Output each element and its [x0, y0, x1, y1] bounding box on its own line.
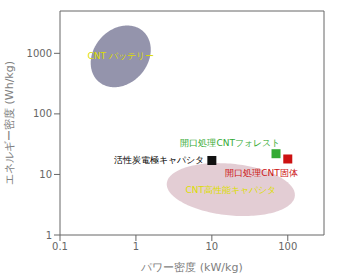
svg-text:パワー密度 (kW/kg): パワー密度 (kW/kg)	[140, 261, 242, 274]
svg-text:CNT バッテリー: CNT バッテリー	[88, 51, 154, 61]
svg-text:100: 100	[33, 108, 52, 119]
svg-text:1000: 1000	[27, 48, 52, 59]
svg-text:0.1: 0.1	[52, 241, 68, 252]
svg-text:1: 1	[46, 230, 52, 241]
svg-text:1: 1	[133, 241, 139, 252]
svg-text:10: 10	[205, 241, 218, 252]
svg-text:開口処理CNT固体: 開口処理CNT固体	[225, 168, 298, 178]
svg-text:エネルギー密度 (Wh/kg): エネルギー密度 (Wh/kg)	[8, 61, 16, 185]
svg-text:開口処理CNTフォレスト: 開口処理CNTフォレスト	[180, 138, 280, 148]
svg-text:100: 100	[278, 241, 297, 252]
svg-text:10: 10	[39, 169, 52, 180]
svg-text:CNT高性能キャパシタ: CNT高性能キャパシタ	[186, 185, 277, 195]
svg-text:活性炭電極キャパシタ: 活性炭電極キャパシタ	[114, 155, 204, 165]
